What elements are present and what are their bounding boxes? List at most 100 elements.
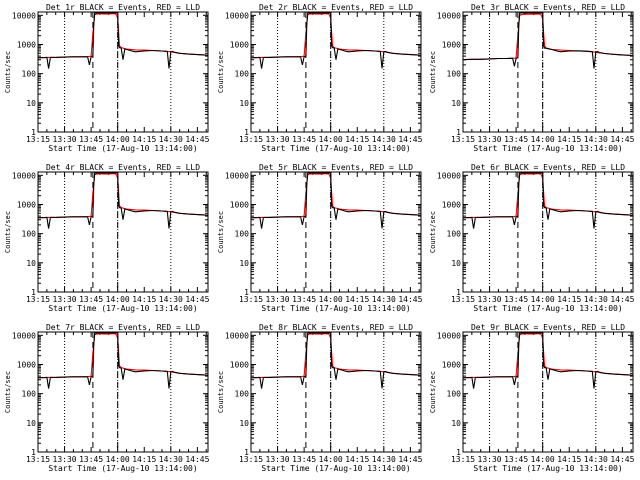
- x-tick-label: 14:00: [106, 295, 130, 304]
- x-tick-label: 14:30: [372, 295, 396, 304]
- plot-frame: [37, 171, 209, 293]
- chart-panel-1: 1 10 100 1000 10000 13:15 13:30 13:45 14:00 14:15…: [4, 3, 210, 153]
- y-axis-label: Counts/sec: [4, 211, 12, 253]
- chart-title: Det 3r BLACK = Events, RED = LLD: [471, 3, 625, 12]
- plot-area: [251, 332, 421, 389]
- x-tick-label: 13:15: [26, 295, 50, 304]
- x-tick-label: 14:15: [557, 135, 581, 144]
- x-tick-label: 14:15: [557, 455, 581, 464]
- x-axis-label: Start Time (17-Aug-10 13:14:00): [48, 144, 197, 153]
- x-tick-label: 14:00: [531, 135, 555, 144]
- y-tick-label: 10000: [437, 171, 461, 180]
- x-tick-label: 14:45: [185, 295, 209, 304]
- x-tick-label: 14:30: [372, 135, 396, 144]
- x-tick-label: 13:30: [478, 135, 502, 144]
- y-tick-label: 10: [26, 419, 36, 428]
- y-tick-label: 10: [239, 99, 249, 108]
- x-tick-label: 13:30: [478, 455, 502, 464]
- y-tick-label: 1000: [442, 200, 461, 209]
- y-axis-label: Counts/sec: [429, 371, 437, 413]
- chart-title: Det 8r BLACK = Events, RED = LLD: [259, 323, 413, 332]
- x-tick-label: 14:30: [584, 455, 608, 464]
- y-axis-label: Counts/sec: [217, 51, 225, 93]
- x-tick-label: 13:45: [292, 295, 316, 304]
- series-line-events: [38, 172, 208, 229]
- series-line-events: [251, 172, 421, 229]
- x-tick-label: 14:45: [398, 135, 422, 144]
- x-tick-label: 14:45: [398, 455, 422, 464]
- y-tick-label: 1000: [17, 40, 36, 49]
- y-tick-label: 10: [451, 99, 461, 108]
- x-tick-label: 13:30: [266, 455, 290, 464]
- x-tick-label: 14:30: [584, 135, 608, 144]
- y-tick-label: 100: [22, 70, 37, 79]
- plot-frame: [37, 11, 209, 133]
- x-tick-label: 14:00: [319, 295, 343, 304]
- x-axis-label: Start Time (17-Aug-10 13:14:00): [473, 464, 622, 473]
- plot-area: [463, 332, 633, 389]
- y-tick-label: 1: [244, 128, 249, 137]
- x-axis-label: Start Time (17-Aug-10 13:14:00): [261, 144, 410, 153]
- x-tick-label: 13:15: [451, 455, 475, 464]
- y-tick-label: 1000: [442, 360, 461, 369]
- y-tick-label: 1000: [230, 40, 249, 49]
- x-tick-label: 13:15: [451, 135, 475, 144]
- chart-panel-6: 1 10 100 1000 10000 13:15 13:30 13:45 14:00 14:15…: [429, 163, 635, 313]
- x-tick-label: 13:45: [292, 455, 316, 464]
- series-line-lld: [251, 333, 421, 379]
- y-tick-label: 1: [244, 288, 249, 297]
- x-axis-label: Start Time (17-Aug-10 13:14:00): [261, 304, 410, 313]
- y-tick-label: 10: [451, 419, 461, 428]
- x-tick-label: 13:15: [26, 455, 50, 464]
- plot-area: [38, 12, 208, 69]
- plot-frame: [462, 171, 634, 293]
- x-tick-label: 13:15: [239, 135, 263, 144]
- y-tick-label: 1: [31, 128, 36, 137]
- plot-area: [251, 172, 421, 229]
- chart-panel-2: 1 10 100 1000 10000 13:15 13:30 13:45 14:00 14:15…: [217, 3, 423, 153]
- chart-title: Det 6r BLACK = Events, RED = LLD: [471, 163, 625, 172]
- y-tick-label: 100: [22, 390, 37, 399]
- chart-title: Det 2r BLACK = Events, RED = LLD: [259, 3, 413, 12]
- y-tick-label: 1: [456, 448, 461, 457]
- series-line-lld: [38, 173, 208, 219]
- y-axis-label: Counts/sec: [217, 211, 225, 253]
- x-tick-label: 14:30: [159, 135, 183, 144]
- series-line-events: [463, 172, 633, 229]
- plot-frame: [462, 11, 634, 133]
- x-tick-label: 14:00: [106, 135, 130, 144]
- y-tick-label: 10: [239, 419, 249, 428]
- x-tick-label: 14:15: [132, 135, 156, 144]
- chart-panel-3: 1 10 100 1000 10000 13:15 13:30 13:45 14:00 14:15…: [429, 3, 635, 153]
- x-tick-label: 13:45: [504, 135, 528, 144]
- series-line-events: [463, 332, 633, 389]
- plot-area: [463, 172, 633, 229]
- plot-area: [463, 12, 633, 69]
- series-line-lld: [463, 13, 633, 61]
- series-line-events: [463, 12, 633, 69]
- x-tick-label: 14:00: [531, 295, 555, 304]
- y-tick-label: 10: [26, 99, 36, 108]
- y-tick-label: 10000: [225, 11, 249, 20]
- chart-panel-7: 1 10 100 1000 10000 13:15 13:30 13:45 14:00 14:15…: [4, 323, 210, 473]
- series-line-lld: [251, 13, 421, 59]
- x-axis-label: Start Time (17-Aug-10 13:14:00): [473, 304, 622, 313]
- plot-frame: [250, 331, 422, 453]
- x-tick-label: 14:15: [132, 455, 156, 464]
- y-tick-label: 10000: [12, 171, 36, 180]
- x-tick-label: 13:45: [79, 135, 103, 144]
- y-tick-label: 100: [235, 70, 250, 79]
- y-tick-label: 10000: [437, 331, 461, 340]
- x-tick-label: 13:30: [53, 295, 77, 304]
- x-tick-label: 14:30: [372, 455, 396, 464]
- plot-area: [38, 332, 208, 389]
- y-tick-label: 1000: [17, 360, 36, 369]
- series-line-events: [251, 332, 421, 389]
- x-tick-label: 13:45: [292, 135, 316, 144]
- y-tick-label: 100: [447, 390, 462, 399]
- y-tick-label: 1000: [230, 360, 249, 369]
- x-tick-label: 14:45: [185, 455, 209, 464]
- y-tick-label: 100: [447, 70, 462, 79]
- y-axis-label: Counts/sec: [429, 211, 437, 253]
